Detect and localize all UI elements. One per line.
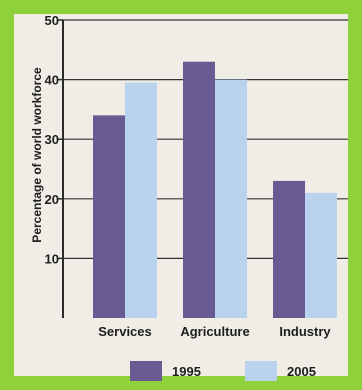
bar-industry-2005 [305, 192, 337, 318]
legend-label-2005: 2005 [287, 364, 316, 379]
x-tick-labels: Services Agriculture Industry [98, 324, 331, 339]
y-ticks: 10 20 30 40 50 [45, 13, 63, 266]
y-tick-label-50: 50 [45, 13, 59, 28]
legend-label-1995: 1995 [172, 364, 201, 379]
y-tick-label-30: 30 [45, 132, 59, 147]
legend: 1995 2005 [130, 361, 316, 381]
x-tick-label-services: Services [98, 324, 152, 339]
y-tick-label-10: 10 [45, 251, 59, 266]
legend-swatch-2005 [245, 361, 277, 381]
bar-agriculture-1995 [183, 61, 215, 318]
bar-agriculture-2005 [215, 79, 247, 318]
legend-swatch-1995 [130, 361, 162, 381]
x-tick-label-industry: Industry [279, 324, 331, 339]
y-tick-label-20: 20 [45, 192, 59, 207]
bars [93, 61, 337, 318]
bar-industry-1995 [273, 180, 305, 318]
bar-services-1995 [93, 115, 125, 318]
x-tick-label-agriculture: Agriculture [180, 324, 249, 339]
y-tick-label-40: 40 [45, 73, 59, 88]
bar-services-2005 [125, 82, 157, 318]
y-axis-label: Percentage of world workforce [30, 67, 44, 243]
